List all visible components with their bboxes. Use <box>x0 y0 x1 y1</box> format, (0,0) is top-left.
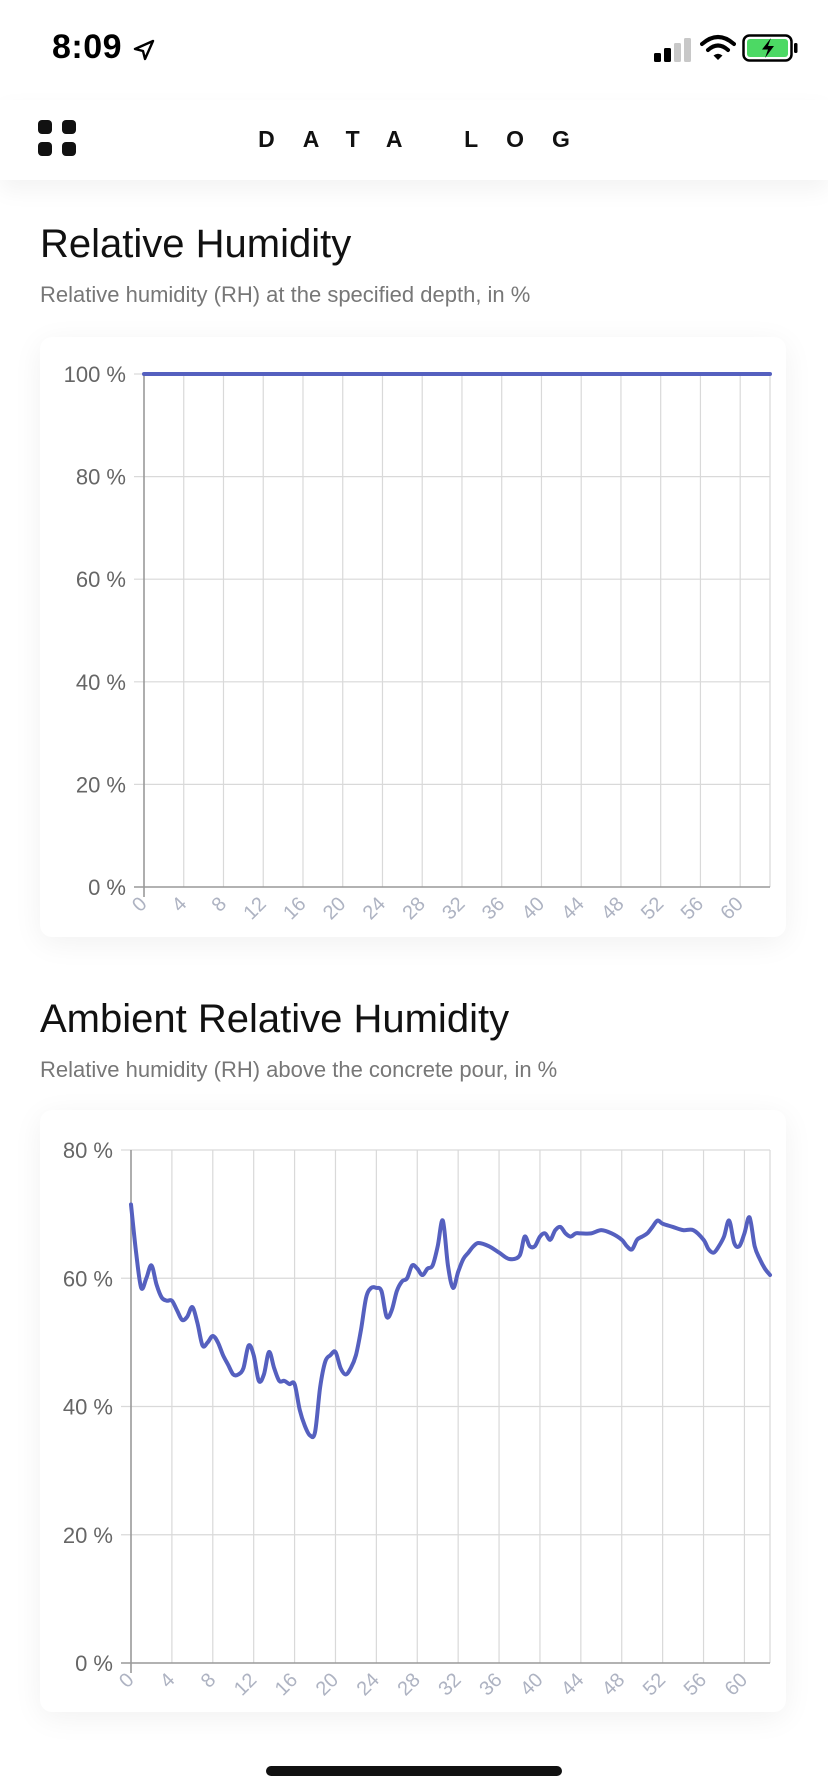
menu-grid-button[interactable] <box>38 118 80 160</box>
section-title-ambient-relative-humidity: Ambient Relative Humidity <box>40 997 510 1041</box>
x-tick-label: 32 <box>434 1669 465 1700</box>
home-indicator[interactable] <box>266 1766 562 1776</box>
x-tick-label: 40 <box>516 1669 547 1700</box>
ambient-relative-humidity-chart: 0 %20 %40 %60 %80 %0 4 8 12 16 20 24 28 32 36 40 44… <box>63 1138 772 1700</box>
x-tick-label: 52 <box>639 1669 670 1700</box>
nav-bar: DATA LOG <box>0 100 828 180</box>
x-tick-label: 4 <box>168 893 191 916</box>
x-tick-label: 40 <box>518 893 549 924</box>
y-tick-label: 80 % <box>76 465 126 490</box>
x-tick-label: 52 <box>637 893 668 924</box>
x-tick-label: 28 <box>398 893 429 924</box>
x-tick-label: 8 <box>197 1669 220 1692</box>
x-tick-label: 12 <box>230 1669 261 1700</box>
x-tick-label: 20 <box>319 893 350 924</box>
y-tick-label: 0 % <box>88 875 126 900</box>
location-arrow-icon <box>133 39 155 61</box>
battery-charging-icon <box>742 34 798 62</box>
x-tick-label: 44 <box>557 893 588 924</box>
chart-card-relative-humidity: 0 % 20 % 40 % 60 % 80 % 100 % 0 4 8 12 16 20 24 28 32 3… <box>40 337 786 937</box>
status-bar: 8:09 <box>0 0 828 100</box>
x-tick-label: 8 <box>208 893 231 916</box>
section-subtitle-relative-humidity: Relative humidity (RH) at the specified … <box>40 282 531 307</box>
x-tick-label: 48 <box>597 893 628 924</box>
x-tick-label: 48 <box>598 1669 629 1700</box>
y-tick-label: 20 % <box>76 772 126 797</box>
x-tick-label: 16 <box>271 1669 302 1700</box>
chart-card-ambient-relative-humidity: 0 % 20 % 40 % 60 % 80 % 0 4 8 12 16 20 24 28 32 36 40 44… <box>40 1110 786 1712</box>
y-tick-label: 0 % <box>75 1651 113 1676</box>
menu-grid-icon <box>38 120 52 134</box>
y-tick-label: 20 % <box>63 1523 113 1548</box>
x-tick-label: 4 <box>156 1669 179 1692</box>
x-tick-label: 24 <box>359 893 390 924</box>
x-tick-label: 24 <box>353 1669 384 1700</box>
section-title-relative-humidity: Relative Humidity <box>40 222 352 266</box>
x-tick-label: 60 <box>716 893 747 924</box>
wifi-icon <box>700 35 736 60</box>
x-tick-label: 36 <box>475 1669 506 1700</box>
x-tick-label: 32 <box>438 893 469 924</box>
x-tick-label: 20 <box>312 1669 343 1700</box>
status-time: 8:09 <box>52 28 123 66</box>
x-tick-label: 12 <box>239 893 270 924</box>
x-tick-label: 28 <box>394 1669 425 1700</box>
x-tick-label: 16 <box>279 893 310 924</box>
x-tick-label: 0 <box>128 893 151 916</box>
x-tick-label: 56 <box>680 1669 711 1700</box>
nav-title: DATA LOG <box>258 126 598 152</box>
y-tick-label: 40 % <box>63 1395 113 1420</box>
y-tick-label: 100 % <box>64 362 126 387</box>
y-tick-label: 80 % <box>63 1138 113 1163</box>
x-tick-label: 60 <box>721 1669 752 1700</box>
y-tick-label: 60 % <box>76 567 126 592</box>
x-tick-label: 56 <box>677 893 708 924</box>
section-subtitle-ambient-relative-humidity: Relative humidity (RH) above the concret… <box>40 1057 558 1082</box>
x-tick-label: 36 <box>478 893 509 924</box>
y-tick-label: 40 % <box>76 670 126 695</box>
x-tick-label: 44 <box>557 1669 588 1700</box>
y-tick-label: 60 % <box>63 1266 113 1291</box>
relative-humidity-chart: 0 %20 %40 %60 %80 %100 %0 4 8 12 16 20 24 28 32 3… <box>64 362 772 924</box>
series-line <box>129 1202 772 1440</box>
x-tick-label: 0 <box>115 1669 138 1692</box>
cellular-signal-icon <box>654 38 691 62</box>
